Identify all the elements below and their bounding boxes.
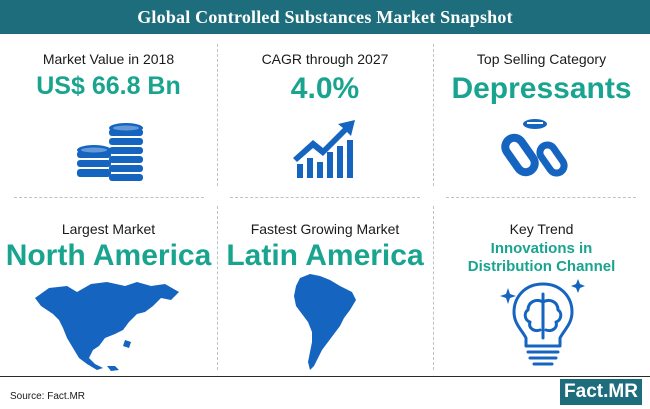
factmr-logo: Fact.MR — [560, 379, 642, 405]
key-trend-card: Key Trend Innovations in Distribution Ch… — [433, 221, 650, 276]
key-trend-label: Key Trend — [509, 221, 574, 237]
brain-bulb-icon — [500, 279, 585, 366]
cagr-card: CAGR through 2027 4.0% — [217, 51, 433, 104]
cagr-value: 4.0% — [290, 72, 360, 105]
market-value-card: Market Value in 2018 US$ 66.8 Bn — [0, 51, 217, 99]
cagr-label: CAGR through 2027 — [261, 51, 389, 67]
coins-stack-icon — [77, 123, 143, 181]
row-divider — [230, 197, 420, 199]
north-america-map-icon — [35, 282, 179, 371]
fastest-market-value: Latin America — [226, 239, 424, 272]
south-america-map-icon — [294, 274, 356, 370]
column-divider — [433, 206, 435, 370]
largest-market-card: Largest Market North America — [0, 221, 217, 271]
top-category-value: Depressants — [451, 72, 632, 105]
market-value-label: Market Value in 2018 — [42, 51, 175, 67]
fastest-market-card: Fastest Growing Market Latin America — [217, 221, 433, 271]
growth-chart-icon — [293, 120, 355, 178]
top-category-label: Top Selling Category — [476, 51, 607, 67]
row-divider — [14, 197, 204, 199]
source-note: Source: Fact.MR — [10, 391, 86, 402]
footer-divider — [0, 376, 650, 377]
largest-market-label: Largest Market — [61, 221, 156, 237]
header-banner: Global Controlled Substances Market Snap… — [0, 0, 650, 34]
column-divider — [217, 206, 219, 370]
column-divider — [217, 44, 219, 186]
fastest-market-label: Fastest Growing Market — [250, 221, 400, 237]
market-value: US$ 66.8 Bn — [36, 72, 181, 100]
pills-icon — [501, 119, 568, 177]
largest-market-value: North America — [5, 239, 212, 272]
column-divider — [433, 44, 435, 186]
key-trend-value-line2: Distribution Channel — [467, 258, 616, 275]
top-category-card: Top Selling Category Depressants — [433, 51, 650, 104]
row-divider — [446, 197, 636, 199]
page-title: Global Controlled Substances Market Snap… — [137, 6, 513, 27]
key-trend-value-line1: Innovations in — [490, 240, 593, 257]
